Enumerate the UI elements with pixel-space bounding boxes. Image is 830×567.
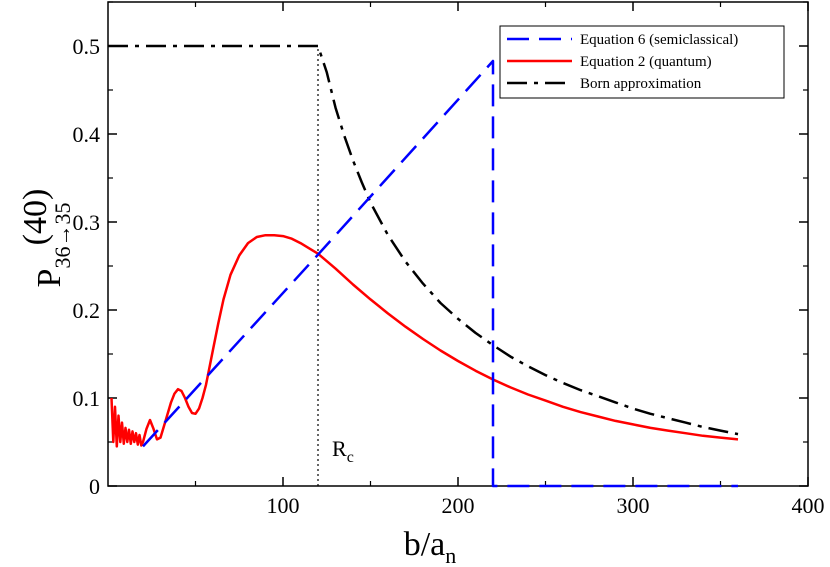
legend-label-equation-2: Equation 2 (quantum) — [580, 54, 712, 70]
y-tick-label: 0.4 — [73, 122, 101, 147]
x-axis-label-main: b/a — [404, 526, 446, 563]
x-axis-label: b/an — [404, 526, 457, 567]
series-line-equation-6-semiclassical — [142, 59, 738, 488]
x-tick-label: 300 — [617, 493, 650, 518]
series-layer — [108, 44, 739, 488]
y-tick-label: 0.2 — [73, 298, 101, 323]
y-tick-label: 0.3 — [73, 210, 101, 235]
rc-annotation-sub: c — [347, 449, 354, 466]
series-line-born-approximation — [108, 44, 739, 436]
series-line-equation-2-quantum — [110, 233, 739, 448]
legend: Equation 6 (semiclassical) Equation 2 (q… — [499, 25, 785, 99]
x-tick-label: 400 — [792, 493, 825, 518]
x-tick-label: 100 — [267, 493, 300, 518]
svg-text:P36→35: P36→35 — [31, 203, 75, 288]
y-axis-label-main: P — [31, 269, 68, 288]
rc-annotation: Rc — [332, 436, 354, 466]
x-axis-ticks: 100 200 300 400 — [194, 2, 825, 518]
y-tick-label: 0.5 — [73, 34, 101, 59]
x-axis-label-sub: n — [445, 543, 456, 567]
y-tick-label: 0 — [89, 474, 100, 499]
y-axis-label: P36→35 (40) — [17, 189, 75, 288]
legend-label-born: Born approximation — [580, 76, 702, 92]
y-axis-label-sup: (40) — [17, 189, 54, 246]
legend-label-equation-6: Equation 6 (semiclassical) — [580, 32, 738, 48]
y-axis-ticks: 0 0.1 0.2 0.3 0.4 0.5 — [73, 1, 808, 499]
x-tick-label: 200 — [442, 493, 475, 518]
y-axis-label-sub: 36→35 — [50, 203, 75, 269]
rc-annotation-main: R — [332, 436, 347, 461]
y-tick-label: 0.1 — [73, 386, 101, 411]
